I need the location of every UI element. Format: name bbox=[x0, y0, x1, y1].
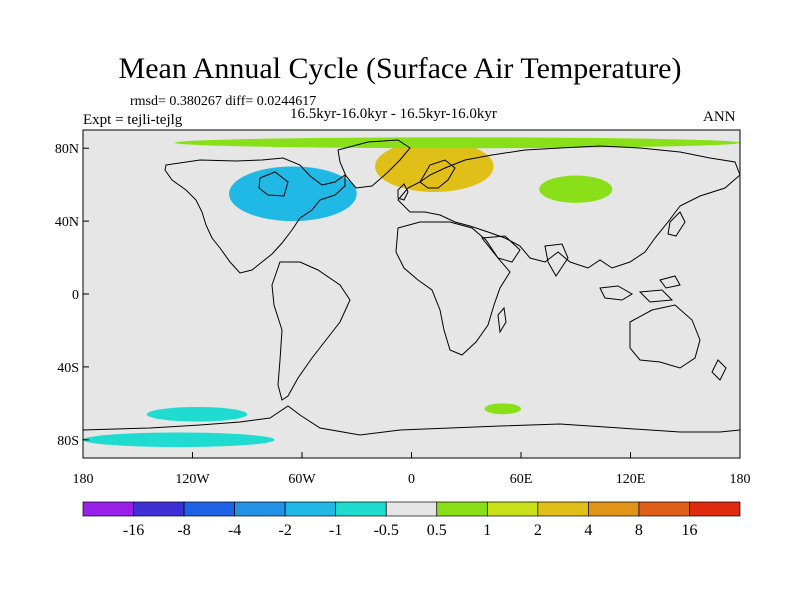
coastline-australia bbox=[629, 304, 701, 369]
lat-tick-label: 80N bbox=[55, 142, 79, 157]
coastline-greenland bbox=[337, 139, 411, 189]
colorbar-swatch bbox=[284, 501, 337, 517]
colorbar-swatch bbox=[486, 501, 539, 517]
anomaly-north-atlantic-warm-halo bbox=[375, 140, 494, 192]
colorbar-swatch bbox=[133, 501, 185, 517]
colorbar-swatch bbox=[234, 501, 286, 517]
lon-tick-label: 60E bbox=[510, 472, 533, 487]
lat-tick-label: 40N bbox=[55, 215, 79, 230]
longitude-axis: 180 120W 60W 0 60E 120E 180 bbox=[73, 452, 751, 487]
lat-tick-label: 0 bbox=[72, 288, 79, 303]
anomaly-labrador-cold-halo bbox=[229, 166, 357, 222]
lon-tick-label: 60W bbox=[288, 472, 316, 487]
rmsd-diff-stats: rmsd= 0.380267 diff= 0.0244617 bbox=[130, 94, 317, 109]
colorbar-label: 0.5 bbox=[427, 522, 447, 539]
colorbar-swatch bbox=[537, 501, 589, 517]
anomaly-arctic-warm bbox=[174, 137, 740, 149]
lon-tick-label: 120W bbox=[175, 472, 210, 487]
experiment-label: Expt = tejli-tejlg bbox=[83, 112, 183, 128]
lat-tick-label: 40S bbox=[57, 361, 79, 376]
coastline-eurasia bbox=[397, 145, 740, 269]
lon-tick-label: 180 bbox=[73, 472, 94, 487]
colorbar-swatch bbox=[588, 501, 640, 517]
figure-title: Mean Annual Cycle (Surface Air Temperatu… bbox=[118, 52, 682, 85]
colorbar-label: -16 bbox=[123, 522, 144, 539]
colorbar-label: -2 bbox=[278, 522, 291, 539]
coastline-hudson-bay bbox=[258, 171, 289, 197]
coastline-british-isles bbox=[397, 183, 409, 201]
coastlines bbox=[83, 139, 740, 436]
colorbar-swatch bbox=[436, 501, 488, 517]
colorbar: -16 -8 -4 -2 -1 -0.5 0.5 1 2 4 8 16 bbox=[82, 501, 741, 539]
coastline-antarctica bbox=[83, 405, 740, 436]
coastline-scandinavia bbox=[419, 159, 456, 189]
coastline-north-america bbox=[164, 157, 346, 274]
coastline-madagascar bbox=[497, 306, 507, 334]
coastline-india bbox=[544, 243, 569, 277]
anomaly-antarctic-coast-cool bbox=[83, 432, 275, 448]
colorbar-swatch bbox=[385, 501, 438, 517]
period-label: 16.5kyr-16.0kyr - 16.5kyr-16.0kyr bbox=[290, 106, 497, 122]
anomaly-siberia-warm bbox=[539, 175, 613, 203]
coastline-africa bbox=[395, 221, 511, 356]
coastline-japan bbox=[667, 211, 686, 237]
colorbar-label: -1 bbox=[329, 522, 342, 539]
colorbar-swatch bbox=[183, 501, 235, 517]
anomaly-southern-ocean-cool bbox=[146, 406, 248, 422]
lon-tick-label: 180 bbox=[730, 472, 751, 487]
lon-tick-label: 120E bbox=[616, 472, 646, 487]
colorbar-swatch bbox=[82, 501, 134, 517]
colorbar-label: 8 bbox=[635, 522, 643, 539]
colorbar-label: 2 bbox=[534, 522, 542, 539]
colorbar-swatch bbox=[335, 501, 387, 517]
colorbar-label: -0.5 bbox=[374, 522, 399, 539]
colorbar-label: 16 bbox=[681, 522, 697, 539]
coastline-indonesia bbox=[599, 275, 681, 303]
coastline-south-america bbox=[271, 261, 351, 401]
coastline-new-zealand bbox=[711, 359, 727, 381]
colorbar-label: 4 bbox=[584, 522, 592, 539]
colorbar-swatch bbox=[638, 501, 690, 517]
anomaly-southern-ocean-warm bbox=[484, 403, 521, 415]
season-label: ANN bbox=[703, 109, 736, 125]
lat-tick-label: 80S bbox=[57, 434, 79, 449]
colorbar-label: -8 bbox=[177, 522, 190, 539]
latitude-axis: 80N 40N 0 40S 80S bbox=[55, 142, 89, 449]
colorbar-label: 1 bbox=[483, 522, 491, 539]
lon-tick-label: 0 bbox=[408, 472, 415, 487]
colorbar-swatch bbox=[689, 501, 741, 517]
colorbar-label: -4 bbox=[228, 522, 241, 539]
coastline-arabia bbox=[481, 235, 521, 263]
